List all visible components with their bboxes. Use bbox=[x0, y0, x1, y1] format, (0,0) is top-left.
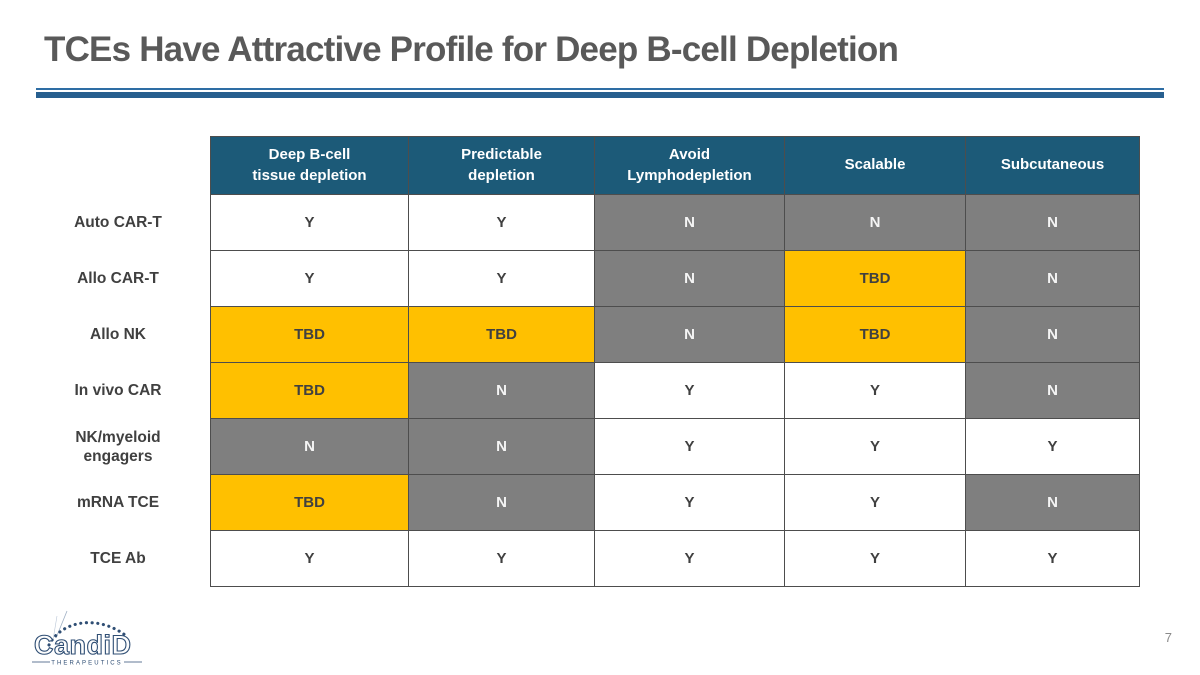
matrix-cell: N bbox=[409, 363, 595, 419]
matrix-cell: Y bbox=[785, 531, 966, 587]
matrix-cell: N bbox=[966, 363, 1140, 419]
page-number: 7 bbox=[1164, 630, 1172, 645]
column-header: Avoid Lymphodepletion bbox=[595, 136, 785, 195]
table-corner bbox=[40, 136, 210, 195]
matrix-cell: Y bbox=[595, 419, 785, 475]
row-label: Allo NK bbox=[90, 326, 146, 344]
row-label: In vivo CAR bbox=[74, 382, 162, 400]
matrix-cell: N bbox=[966, 251, 1140, 307]
matrix-cell: N bbox=[966, 475, 1140, 531]
matrix-cell: Y bbox=[966, 419, 1140, 475]
matrix-cell: TBD bbox=[409, 307, 595, 363]
candid-logo: CandiD THERAPEUTICS bbox=[26, 608, 148, 670]
row-label: Allo CAR-T bbox=[77, 270, 159, 288]
matrix-cell: Y bbox=[409, 531, 595, 587]
matrix-cell: N bbox=[595, 195, 785, 251]
matrix-cell: TBD bbox=[785, 251, 966, 307]
matrix-cell: Y bbox=[210, 195, 409, 251]
matrix-cell: Y bbox=[409, 195, 595, 251]
logo-needle-line bbox=[55, 610, 68, 639]
matrix-cell: TBD bbox=[210, 475, 409, 531]
column-header: Deep B-cell tissue depletion bbox=[210, 136, 409, 195]
matrix-cell: Y bbox=[785, 475, 966, 531]
row-label: TCE Ab bbox=[90, 550, 146, 568]
matrix-cell: N bbox=[409, 419, 595, 475]
matrix-cell: N bbox=[785, 195, 966, 251]
row-label: NK/myeloid engagers bbox=[75, 428, 161, 465]
matrix-cell: TBD bbox=[785, 307, 966, 363]
matrix-cell: N bbox=[595, 307, 785, 363]
matrix-cell: Y bbox=[966, 531, 1140, 587]
matrix-cell: N bbox=[409, 475, 595, 531]
logo-brand-text: CandiD bbox=[34, 630, 132, 660]
matrix-cell: Y bbox=[785, 363, 966, 419]
matrix-cell: Y bbox=[210, 251, 409, 307]
matrix-cell: N bbox=[966, 195, 1140, 251]
column-header: Scalable bbox=[785, 136, 966, 195]
matrix-cell: Y bbox=[595, 363, 785, 419]
matrix-cell: N bbox=[966, 307, 1140, 363]
matrix-cell: Y bbox=[409, 251, 595, 307]
row-label: Auto CAR-T bbox=[74, 214, 162, 232]
matrix-cell: TBD bbox=[210, 363, 409, 419]
matrix-cell: Y bbox=[595, 475, 785, 531]
page-title: TCEs Have Attractive Profile for Deep B-… bbox=[44, 30, 899, 69]
logo-dotted-arc bbox=[47, 621, 127, 647]
matrix-cell: Y bbox=[595, 531, 785, 587]
divider-thick-line bbox=[36, 92, 1164, 98]
matrix-cell: TBD bbox=[210, 307, 409, 363]
row-label: mRNA TCE bbox=[76, 494, 160, 512]
column-header: Predictable depletion bbox=[409, 136, 595, 195]
comparison-table: Deep B-cell tissue depletion Predictable … bbox=[40, 136, 1140, 587]
logo-needle-line-2 bbox=[52, 615, 58, 641]
candid-logo-graphic: CandiD THERAPEUTICS bbox=[32, 610, 142, 667]
title-divider bbox=[36, 88, 1164, 98]
matrix-cell: N bbox=[595, 251, 785, 307]
matrix-cell: Y bbox=[785, 419, 966, 475]
logo-subtext: THERAPEUTICS bbox=[51, 661, 123, 667]
column-header: Subcutaneous bbox=[966, 136, 1140, 195]
divider-thin-line bbox=[36, 88, 1164, 90]
matrix-cell: N bbox=[210, 419, 409, 475]
matrix-cell: Y bbox=[210, 531, 409, 587]
